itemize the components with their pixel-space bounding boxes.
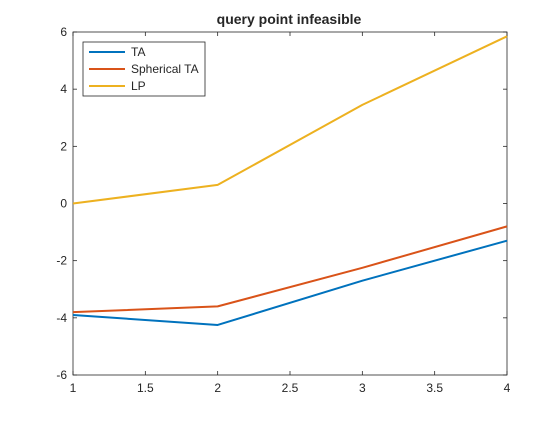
y-tick-label: 6 [60, 25, 67, 39]
y-tick-label: 4 [60, 82, 67, 96]
x-tick-label: 4 [504, 381, 511, 395]
x-tick-label: 2 [214, 381, 221, 395]
series-line-ta [72, 239, 508, 326]
legend-label: LP [131, 79, 146, 93]
legend-label: Spherical TA [131, 62, 199, 76]
x-tick-label: 3 [359, 381, 366, 395]
y-tick-label: -2 [56, 254, 67, 268]
plot-area: 1 1.5 2 2.5 3 3.5 4 -6 -4 -2 0 2 4 6 TA Spherical TA LP [56, 25, 510, 395]
y-tick-label: -4 [56, 311, 67, 325]
y-tick-label: -6 [56, 368, 67, 382]
x-tick-label: 3.5 [426, 381, 443, 395]
x-tick-label: 1 [70, 381, 77, 395]
x-tick-label: 2.5 [282, 381, 299, 395]
x-tick-label: 1.5 [137, 381, 154, 395]
series-line-spherical-ta [72, 225, 508, 314]
series-line-lp [72, 35, 508, 205]
chart-title: query point infeasible [217, 11, 362, 27]
y-tick-label: 0 [60, 197, 67, 211]
legend-label: TA [131, 45, 145, 59]
y-tick-label: 2 [60, 139, 67, 153]
